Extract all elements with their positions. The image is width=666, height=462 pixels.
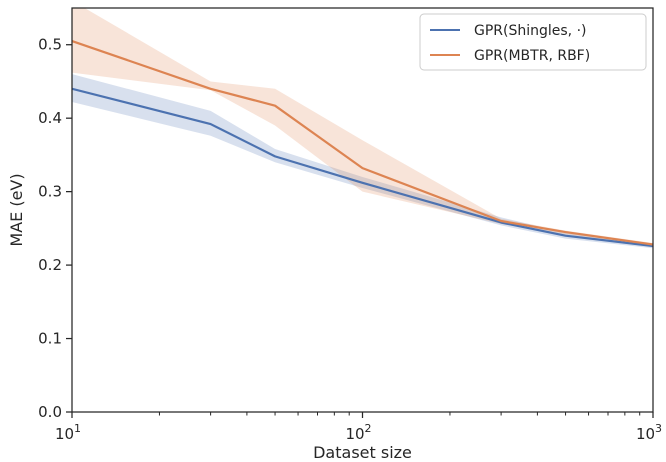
legend-label-shingles: GPR(Shingles, ·) [474,23,587,39]
series-line-1 [72,40,653,246]
y-tick-label: 0.3 [38,183,62,201]
series-lines [72,40,653,248]
x-tick-label: 103 [636,422,662,443]
legend: GPR(Shingles, ·) GPR(MBTR, RBF) [419,13,647,71]
axis-tick-labels: 101 102 103 0.0 0.1 0.2 0.3 0.4 0.5 [38,36,662,443]
legend-box [419,13,647,71]
legend-label-mbtr: GPR(MBTR, RBF) [474,48,590,64]
confidence-bands [72,8,653,249]
y-tick-label: 0.2 [38,256,62,274]
x-tick-label: 102 [345,422,371,443]
y-tick-label: 0.4 [38,109,62,127]
x-axis-label: Dataset size [313,443,412,462]
axis-ticks [66,44,654,418]
x-tick-label: 101 [55,422,81,443]
series-line-0 [72,87,653,248]
y-axis-label: MAE (eV) [7,173,26,246]
y-tick-label: 0.1 [38,330,62,348]
confidence-band-0 [72,74,653,249]
y-tick-label: 0.5 [38,36,62,54]
y-tick-label: 0.0 [38,403,62,421]
